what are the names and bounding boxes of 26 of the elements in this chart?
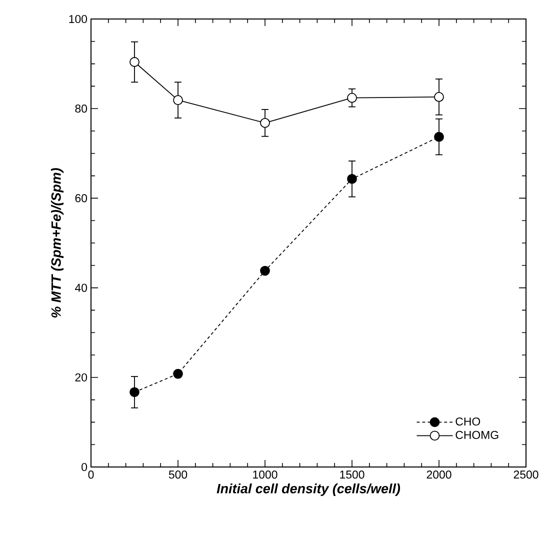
point — [173, 368, 183, 379]
point — [130, 57, 140, 67]
point — [347, 174, 357, 184]
point — [434, 132, 444, 142]
point — [260, 118, 270, 128]
point — [260, 266, 270, 276]
y-tick-label: 20 — [75, 373, 88, 382]
point — [434, 92, 444, 102]
y-tick-label: 100 — [69, 14, 88, 24]
y-axis-title: % MTT (Spm+Fe)/(Spm) — [50, 168, 64, 318]
point — [173, 95, 183, 106]
y-tick-label: 80 — [75, 104, 88, 113]
y-tick-label: 0 — [82, 462, 88, 472]
x-tick-label: 2000 — [426, 470, 452, 479]
point — [130, 387, 140, 398]
legend-label: CHO — [456, 417, 480, 426]
y-tick-label: 40 — [75, 284, 88, 292]
x-tick-label: 500 — [168, 470, 188, 479]
x-tick-label: 1000 — [253, 470, 278, 479]
x-tick-label: 1500 — [340, 470, 364, 479]
x-axis-title: Initial cell density (cells/well) — [216, 483, 400, 496]
point — [347, 92, 357, 103]
y-tick-label: 60 — [75, 194, 88, 202]
legend-label: CHOMG — [456, 430, 498, 440]
x-tick-label: 2500 — [514, 470, 538, 479]
x-tick-label: 0 — [88, 470, 94, 479]
